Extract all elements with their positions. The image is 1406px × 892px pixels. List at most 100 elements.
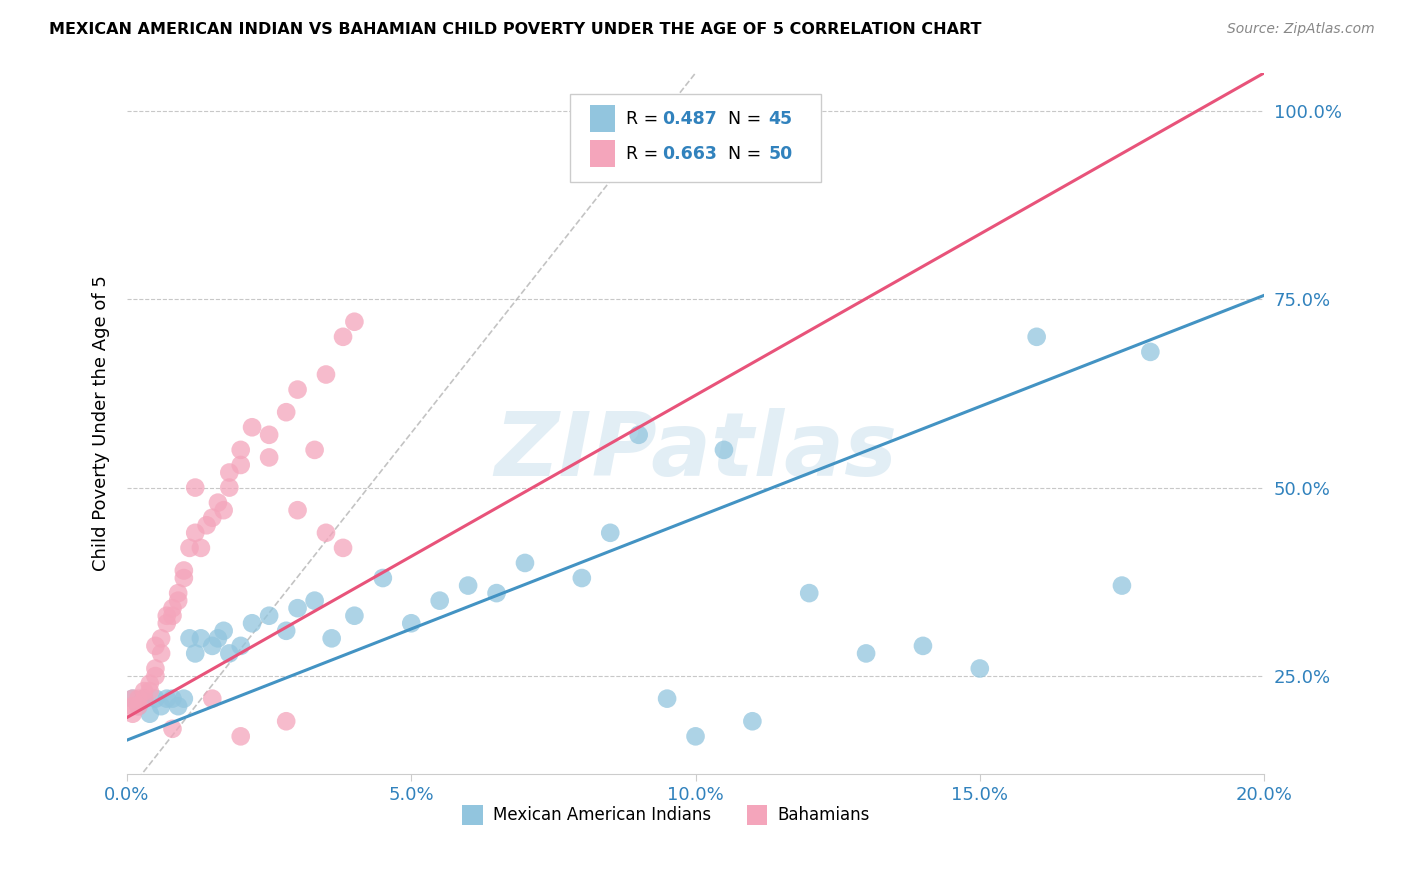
Point [1139,344,1161,359]
Point [195,518,218,533]
Point [201,691,224,706]
Point [150,699,173,714]
Point [173,564,195,578]
Point [229,458,252,472]
Point [156,616,179,631]
Text: 0.487: 0.487 [662,110,717,128]
Point [655,691,678,706]
Point [127,691,149,706]
Point [229,639,252,653]
Point [138,706,160,721]
Point [304,593,326,607]
Point [257,450,280,465]
Point [457,578,479,592]
Point [207,496,229,510]
Point [571,571,593,585]
Point [315,368,337,382]
Point [371,571,394,585]
Point [287,503,309,517]
Point [179,632,201,646]
Text: Source: ZipAtlas.com: Source: ZipAtlas.com [1227,22,1375,37]
Point [150,632,173,646]
Point [132,691,155,706]
Point [212,503,235,517]
Point [315,525,337,540]
Point [184,647,207,661]
Text: ZIPatlas: ZIPatlas [494,408,897,495]
Point [741,714,763,729]
Point [218,647,240,661]
Text: Mexican American Indians: Mexican American Indians [494,805,711,823]
Point [276,405,298,419]
Point [121,699,143,714]
Point [156,691,179,706]
Text: R =: R = [626,145,664,162]
Point [401,616,423,631]
Bar [463,805,482,824]
Point [304,442,326,457]
Point [332,330,354,344]
Point [207,632,229,646]
Text: 50: 50 [768,145,793,162]
Bar [589,105,614,132]
Point [150,647,173,661]
FancyBboxPatch shape [571,94,821,182]
Point [218,466,240,480]
Point [257,608,280,623]
Point [162,608,184,623]
Point [627,427,650,442]
Text: 45: 45 [768,110,793,128]
Point [167,593,190,607]
Point [343,315,366,329]
Point [162,601,184,615]
Point [179,541,201,555]
Point [162,691,184,706]
Point [132,684,155,698]
Point [190,632,212,646]
Text: N =: N = [717,110,766,128]
Point [145,691,167,706]
Bar [747,805,768,824]
Point [229,442,252,457]
Point [240,420,263,434]
Point [138,684,160,698]
Point [167,699,190,714]
Point [485,586,508,600]
Point [229,729,252,743]
Point [201,639,224,653]
Text: N =: N = [717,145,766,162]
Point [343,608,366,623]
Point [184,525,207,540]
Text: R =: R = [626,110,664,128]
Point [145,669,167,683]
Point [190,541,212,555]
Point [121,691,143,706]
Point [599,525,621,540]
Point [201,510,224,524]
Point [685,729,707,743]
Point [855,647,877,661]
Text: Bahamians: Bahamians [778,805,870,823]
Point [332,541,354,555]
Text: 0.663: 0.663 [662,145,717,162]
Point [132,691,155,706]
Point [713,442,735,457]
Point [276,624,298,638]
Point [276,714,298,729]
Text: MEXICAN AMERICAN INDIAN VS BAHAMIAN CHILD POVERTY UNDER THE AGE OF 5 CORRELATION: MEXICAN AMERICAN INDIAN VS BAHAMIAN CHIL… [49,22,981,37]
Point [240,616,263,631]
Point [969,661,991,675]
Point [173,571,195,585]
Point [1025,330,1047,344]
Point [212,624,235,638]
Point [162,722,184,736]
Point [429,593,451,607]
Point [184,481,207,495]
Point [287,601,309,615]
Point [156,608,179,623]
Point [218,481,240,495]
Point [173,691,195,706]
Point [167,586,190,600]
Point [257,427,280,442]
Point [121,706,143,721]
